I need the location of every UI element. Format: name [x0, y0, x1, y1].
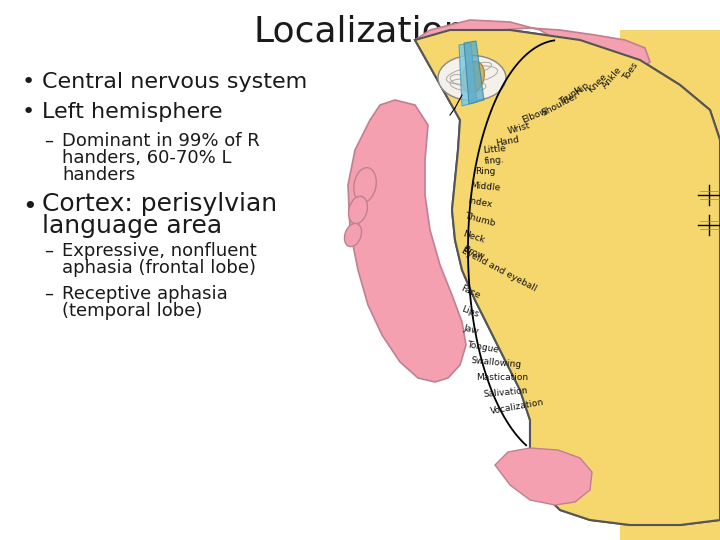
Text: Brow: Brow [461, 245, 485, 261]
Text: Localization: Localization [253, 15, 467, 49]
Text: Elbow: Elbow [521, 107, 549, 125]
Polygon shape [459, 43, 477, 106]
Text: (temporal lobe): (temporal lobe) [62, 302, 202, 320]
Ellipse shape [438, 56, 506, 100]
Text: Face: Face [459, 284, 481, 300]
Polygon shape [415, 20, 650, 75]
Text: Neck: Neck [462, 229, 486, 245]
Polygon shape [670, 167, 718, 248]
Text: Toes: Toes [621, 62, 639, 83]
Text: Mastication: Mastication [476, 374, 528, 382]
Text: Ring: Ring [475, 167, 495, 177]
Text: Lips: Lips [460, 305, 480, 319]
Text: Cortex: perisylvian: Cortex: perisylvian [42, 192, 277, 216]
Text: Receptive aphasia: Receptive aphasia [62, 285, 228, 303]
Text: Jaw: Jaw [462, 323, 480, 336]
Ellipse shape [344, 224, 361, 247]
Text: •: • [22, 102, 35, 122]
Polygon shape [464, 41, 484, 104]
Text: –: – [44, 242, 53, 260]
Text: Swallowing: Swallowing [470, 356, 521, 370]
Text: •: • [22, 195, 37, 219]
Polygon shape [348, 100, 466, 382]
Ellipse shape [462, 61, 485, 93]
Text: Index: Index [467, 197, 493, 210]
Text: Eyelid and eyeball: Eyelid and eyeball [460, 246, 538, 294]
Text: Salivation: Salivation [483, 387, 528, 400]
Polygon shape [415, 30, 720, 525]
Text: Vocalization: Vocalization [490, 398, 545, 416]
Text: Hand: Hand [495, 134, 520, 147]
Text: handers, 60-70% L: handers, 60-70% L [62, 149, 232, 167]
Text: Ankle: Ankle [601, 65, 624, 91]
Ellipse shape [354, 167, 377, 202]
Text: Knee: Knee [586, 72, 608, 94]
Text: Left hemisphere: Left hemisphere [42, 102, 222, 122]
Text: Middle: Middle [470, 181, 501, 193]
Text: Trunk: Trunk [558, 85, 583, 107]
Polygon shape [495, 448, 592, 505]
Text: handers: handers [62, 166, 135, 184]
Text: Central nervous system: Central nervous system [42, 72, 307, 92]
Ellipse shape [348, 196, 367, 224]
Text: Hip: Hip [573, 80, 590, 97]
Text: Wrist: Wrist [507, 120, 531, 136]
Text: Expressive, nonfluent: Expressive, nonfluent [62, 242, 257, 260]
Text: Dominant in 99% of R: Dominant in 99% of R [62, 132, 260, 150]
Text: Tongue: Tongue [466, 340, 500, 354]
Text: Thumb: Thumb [464, 212, 497, 228]
Text: aphasia (frontal lobe): aphasia (frontal lobe) [62, 259, 256, 277]
Text: •: • [22, 72, 35, 92]
Polygon shape [415, 30, 720, 525]
Text: Shoulder: Shoulder [540, 91, 580, 118]
Text: –: – [44, 132, 53, 150]
Text: Little
fing.: Little fing. [483, 144, 508, 166]
Polygon shape [620, 30, 720, 540]
Text: –: – [44, 285, 53, 303]
Text: language area: language area [42, 214, 222, 238]
